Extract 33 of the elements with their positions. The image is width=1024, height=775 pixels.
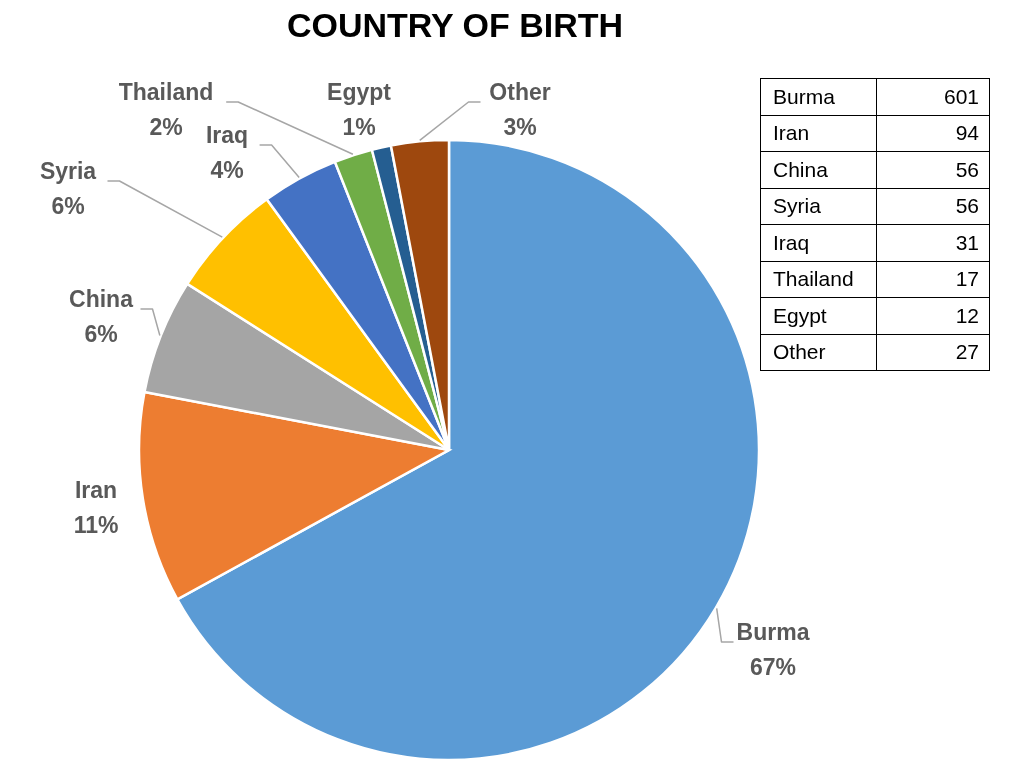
category-label: Syria bbox=[760, 188, 877, 225]
chart-title: COUNTRY OF BIRTH bbox=[286, 6, 624, 44]
category-label: Thailand bbox=[760, 261, 877, 298]
data-label: 56 bbox=[876, 151, 990, 188]
category-label: Other bbox=[760, 334, 877, 371]
slice-label: Iran bbox=[74, 477, 118, 503]
slice-label: China bbox=[69, 286, 134, 312]
category-label: China bbox=[760, 151, 877, 188]
data-label: 12 bbox=[876, 297, 990, 334]
data-label: 4% bbox=[210, 157, 244, 183]
data-label: 6% bbox=[51, 193, 85, 219]
data-label: 2% bbox=[149, 114, 183, 140]
slice-label: Other bbox=[489, 79, 551, 105]
category-label: Iraq bbox=[760, 224, 877, 261]
data-label: 94 bbox=[876, 115, 990, 152]
data-label: 1% bbox=[342, 114, 376, 140]
data-label: 3% bbox=[503, 114, 537, 140]
data-label: 11% bbox=[73, 512, 119, 538]
slice-label: Iraq bbox=[205, 122, 249, 148]
slice-label: Syria bbox=[39, 158, 97, 184]
data-label: 601 bbox=[876, 78, 990, 115]
slice-label: Thailand bbox=[118, 79, 214, 105]
data-label: 27 bbox=[876, 334, 990, 371]
category-label: Egypt bbox=[760, 297, 877, 334]
category-label: Iran bbox=[760, 115, 877, 152]
data-label: 56 bbox=[876, 188, 990, 225]
slice-label: Egypt bbox=[327, 79, 392, 105]
data-label: 6% bbox=[84, 321, 118, 347]
slice-label: Burma bbox=[736, 619, 810, 645]
category-label: Burma bbox=[760, 78, 877, 115]
data-label: 67% bbox=[749, 654, 797, 680]
data-label: 17 bbox=[876, 261, 990, 298]
data-label: 31 bbox=[876, 224, 990, 261]
